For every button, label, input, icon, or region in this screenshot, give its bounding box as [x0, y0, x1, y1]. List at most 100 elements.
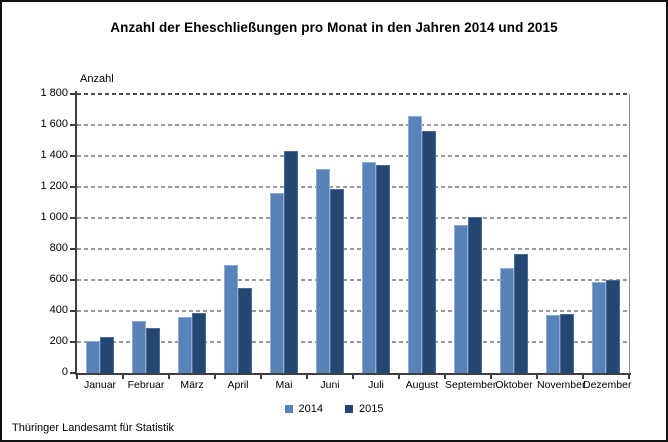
month-group-juli: [353, 94, 399, 373]
x-axis-label-märz: März: [180, 379, 204, 391]
y-tick-mark-800: [70, 248, 75, 250]
y-tick-mark-0: [70, 372, 75, 374]
y-tick-mark-400: [70, 310, 75, 312]
y-axis-title: Anzahl: [80, 73, 114, 85]
bar-2014-juli: [362, 162, 376, 373]
x-axis-label-april: April: [227, 379, 249, 391]
x-tick-mark-2: [168, 375, 170, 379]
y-tick-mark-1400: [70, 155, 75, 157]
bar-2014-februar: [132, 321, 146, 373]
source-attribution: Thüringer Landesamt für Statistik: [12, 422, 175, 434]
bar-2015-märz: [192, 313, 206, 373]
y-tick-mark-1600: [70, 124, 75, 126]
x-tick-mark-11: [582, 375, 584, 379]
bar-2015-april: [238, 287, 252, 373]
x-axis-label-august: August: [405, 379, 439, 391]
bar-2014-april: [224, 265, 238, 373]
gridline-600: [77, 279, 629, 281]
x-tick-mark-0: [76, 375, 78, 379]
x-tick-mark-3: [214, 375, 216, 379]
y-tick-mark-1000: [70, 217, 75, 219]
x-axis-line: [75, 373, 631, 375]
gridline-1800: [77, 93, 629, 95]
gridline-1000: [77, 217, 629, 219]
month-group-mai: [261, 94, 307, 373]
y-tick-label-0: 0: [61, 366, 68, 378]
legend: 2014 2015: [2, 403, 666, 415]
gridline-1400: [77, 155, 629, 157]
bar-2014-märz: [178, 317, 192, 373]
x-tick-mark-10: [536, 375, 538, 379]
y-tick-label-1200: 1 200: [40, 180, 68, 192]
legend-label-2015: 2015: [359, 403, 384, 415]
bar-2015-januar: [100, 337, 114, 373]
plot-border-right: [629, 94, 630, 373]
bar-2014-september: [454, 224, 468, 373]
x-axis-label-mai: Mai: [275, 379, 293, 391]
bar-2015-november: [560, 314, 574, 373]
y-tick-mark-1200: [70, 186, 75, 188]
gridline-1200: [77, 186, 629, 188]
bar-2014-oktober: [500, 267, 514, 373]
y-tick-label-1600: 1 600: [40, 118, 68, 130]
y-axis-line: [75, 91, 77, 375]
month-group-september: [445, 94, 491, 373]
x-axis-labels: Januar Februar März April Mai Juni Juli August S…: [77, 379, 632, 391]
y-tick-label-400: 400: [49, 304, 68, 316]
x-axis-label-juli: Juli: [368, 379, 384, 391]
x-axis-label-september: September: [445, 379, 497, 391]
bar-2015-august: [422, 131, 436, 373]
gridline-200: [77, 341, 629, 343]
bar-2014-august: [408, 116, 422, 373]
bar-2014-november: [546, 314, 560, 373]
bar-2015-dezember: [606, 280, 620, 373]
month-group-dezember: [583, 94, 629, 373]
bar-2015-oktober: [514, 253, 528, 373]
plot-area: [77, 93, 629, 373]
legend-swatch-2015: [345, 405, 353, 413]
bar-2015-mai: [284, 151, 298, 373]
bar-2014-juni: [316, 169, 330, 373]
chart-title: Anzahl der Eheschließungen pro Monat in …: [110, 20, 558, 35]
x-tick-mark-4: [260, 375, 262, 379]
x-tick-mark-8: [444, 375, 446, 379]
x-axis-label-oktober: Oktober: [495, 379, 533, 391]
x-tick-mark-9: [490, 375, 492, 379]
gridline-400: [77, 310, 629, 312]
legend-label-2014: 2014: [298, 403, 323, 415]
x-axis-label-januar: Januar: [83, 379, 117, 391]
month-group-februar: [123, 94, 169, 373]
x-tick-mark-1: [122, 375, 124, 379]
legend-item-2015: 2015: [345, 403, 383, 415]
month-group-november: [537, 94, 583, 373]
x-tick-mark-12: [628, 375, 630, 379]
bar-2014-dezember: [592, 281, 606, 373]
y-tick-label-600: 600: [49, 273, 68, 285]
bar-2014-mai: [270, 193, 284, 373]
month-group-januar: [77, 94, 123, 373]
month-group-oktober: [491, 94, 537, 373]
bar-2014-januar: [86, 341, 100, 373]
month-group-august: [399, 94, 445, 373]
x-tick-mark-5: [306, 375, 308, 379]
y-tick-mark-200: [70, 341, 75, 343]
bar-series: [77, 94, 629, 373]
y-tick-label-1400: 1 400: [40, 149, 68, 161]
month-group-märz: [169, 94, 215, 373]
gridline-800: [77, 248, 629, 250]
x-tick-mark-7: [398, 375, 400, 379]
month-group-april: [215, 94, 261, 373]
month-group-juni: [307, 94, 353, 373]
y-tick-label-1000: 1 000: [40, 211, 68, 223]
y-tick-label-800: 800: [49, 242, 68, 254]
y-tick-mark-600: [70, 279, 75, 281]
x-axis-label-dezember: Dezember: [583, 379, 632, 391]
y-tick-label-200: 200: [49, 335, 68, 347]
bar-2015-juni: [330, 188, 344, 373]
gridline-1600: [77, 124, 629, 126]
legend-swatch-2014: [284, 405, 293, 413]
bar-2015-juli: [376, 165, 390, 373]
bar-2015-februar: [146, 328, 160, 373]
legend-item-2014: 2014: [284, 403, 323, 415]
